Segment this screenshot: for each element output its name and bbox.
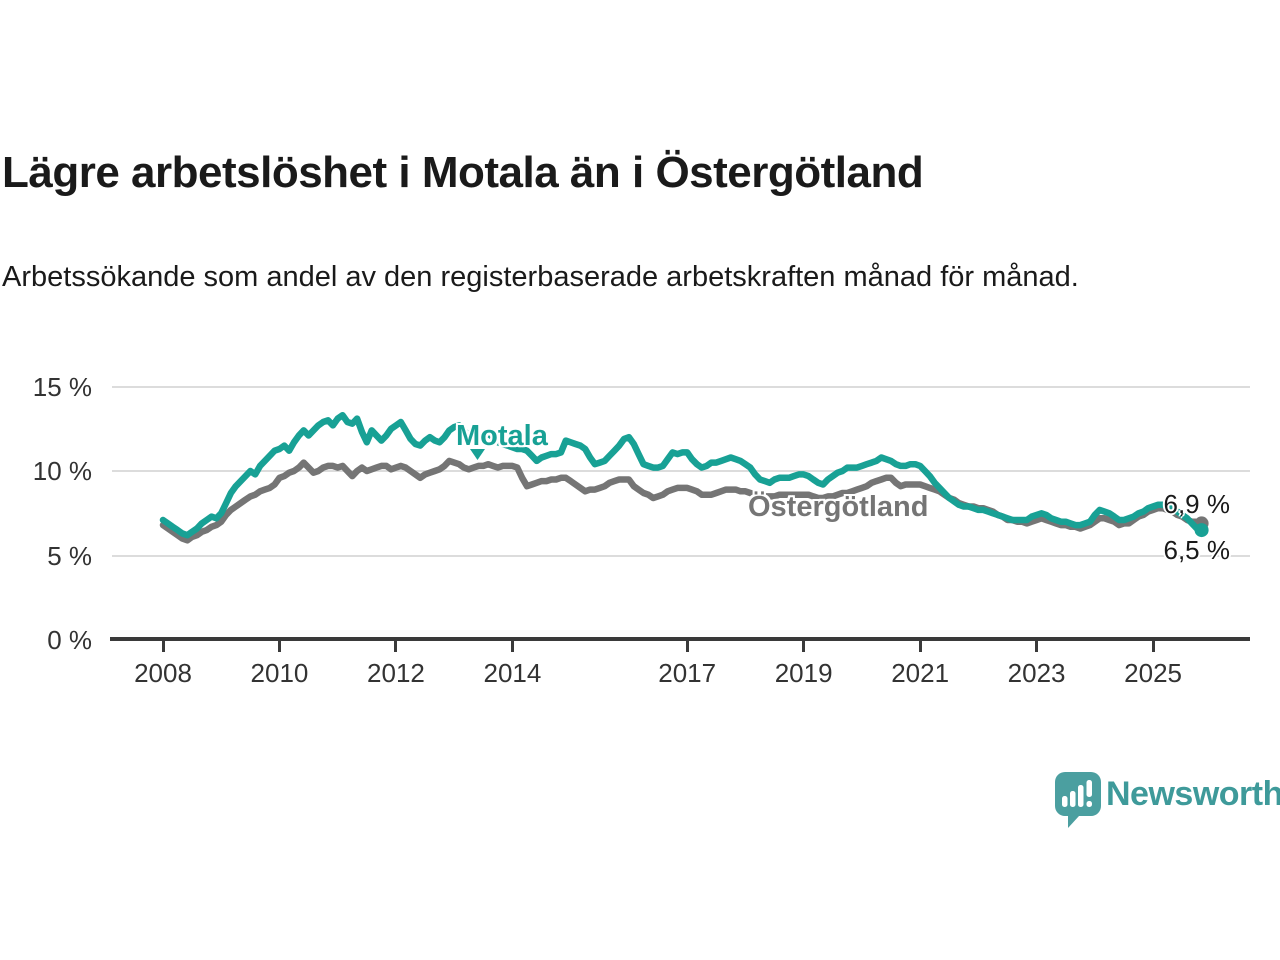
x-axis-label: 2025 [1124, 658, 1182, 688]
y-axis-label: 5 % [47, 540, 92, 571]
y-axis-label: 0 % [47, 625, 92, 655]
x-axis-line [110, 637, 1250, 641]
x-axis-tick [685, 641, 689, 652]
y-gridline [112, 470, 1250, 472]
y-axis-label: 10 % [32, 456, 92, 486]
x-axis-label: 2017 [658, 658, 717, 688]
x-axis-tick [1151, 641, 1155, 652]
x-axis-label: 2023 [1007, 658, 1066, 688]
page-subtitle: Arbetssökande som andel av den registerb… [2, 261, 1079, 293]
x-axis-tick [918, 641, 922, 652]
newsworthy-logo-icon [1055, 772, 1101, 828]
motala-label-pointer-icon [470, 449, 485, 460]
x-axis-label: 2012 [367, 658, 425, 688]
series-label-motala: Motala [456, 420, 548, 452]
x-axis-label: 2010 [250, 658, 309, 688]
x-axis-tick [510, 641, 514, 652]
series-label-ostergotland: Östergötland [748, 491, 929, 523]
series-end-marker [1194, 523, 1209, 538]
y-gridline [112, 554, 1250, 557]
end-value-label-ostergotland: 6,9 % [1163, 489, 1231, 519]
x-axis-label: 2008 [134, 658, 192, 688]
x-axis-label: 2021 [891, 658, 950, 688]
page-title: Lägre arbetslöshet i Motala än i Östergö… [2, 148, 924, 197]
newsworthy-logo-text: Newsworthy [1106, 775, 1280, 813]
x-axis-label: 2014 [483, 658, 542, 688]
end-value-label-motala: 6,5 % [1163, 535, 1231, 565]
series-line-motala [159, 411, 1205, 539]
x-axis-tick [1035, 641, 1039, 652]
y-axis-label: 15 % [32, 371, 92, 402]
x-axis-tick [161, 641, 165, 652]
x-axis-tick [802, 641, 806, 652]
x-axis-tick [277, 641, 281, 652]
x-axis-tick [394, 641, 398, 652]
x-axis-label: 2019 [774, 658, 833, 688]
y-gridline [112, 385, 1250, 388]
series-line-ostergotland [159, 457, 1205, 544]
